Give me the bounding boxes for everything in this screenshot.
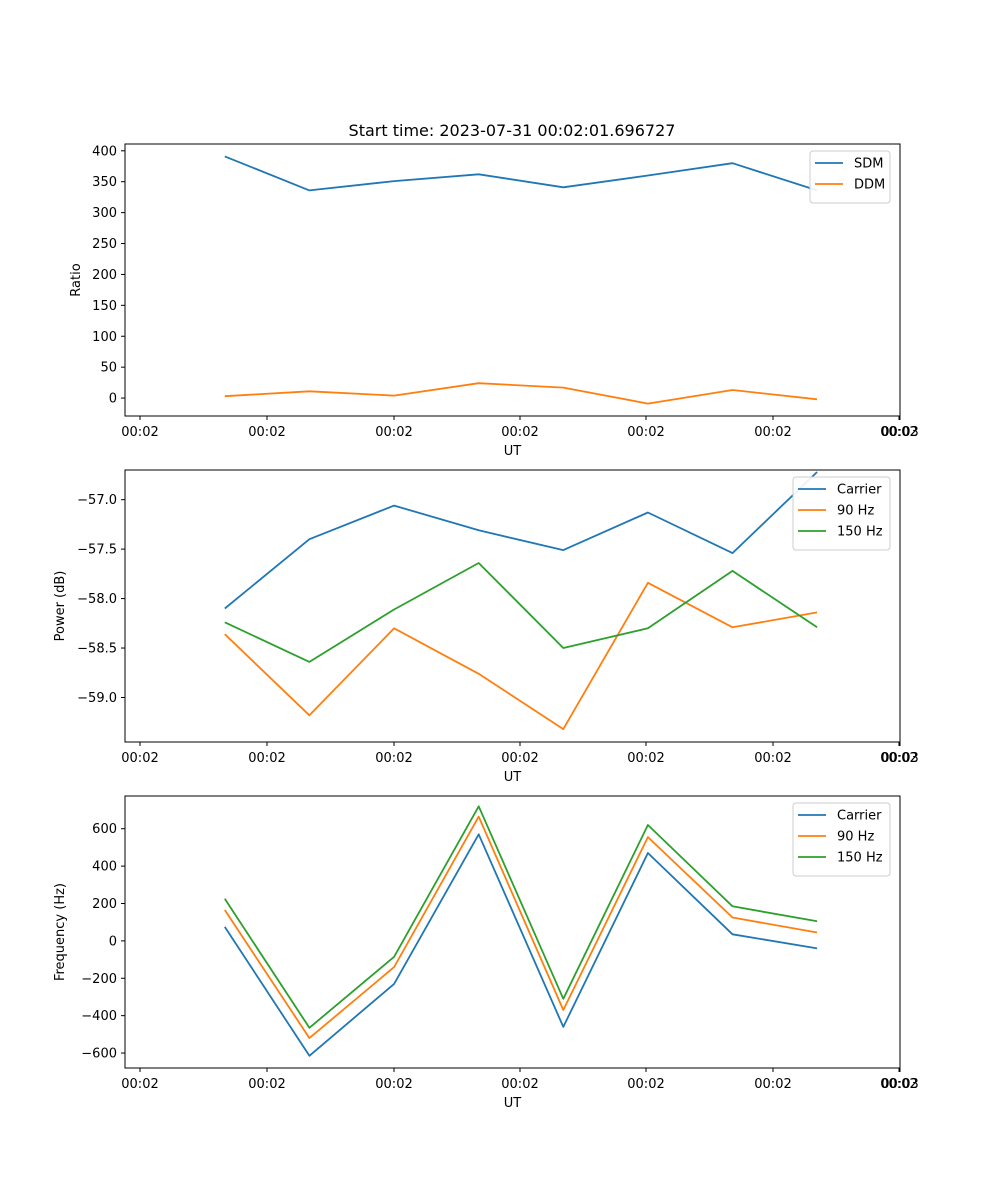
x-tick-label: 00:02: [248, 1077, 285, 1092]
legend-label: Carrier: [837, 809, 882, 824]
x-tick-label: 00:02: [501, 1077, 538, 1092]
x-tick-label: 00:02: [375, 751, 412, 766]
legend-label: 90 Hz: [837, 504, 874, 519]
y-tick-label: −58.0: [77, 592, 117, 607]
legend-label: 90 Hz: [837, 830, 874, 845]
chart-panel-2: −59.0 −58.5 −58.0 −57.5 −57.0 00:02 00:02 00:02…: [53, 469, 919, 785]
axes-frame: [124, 795, 901, 1069]
y-tick-label: 250: [92, 237, 117, 252]
x-tick-label: 00:02: [375, 1077, 412, 1092]
axes-frame: [124, 143, 901, 417]
y-tick-label: −200: [81, 972, 117, 987]
x-tick-label: 00:02: [880, 751, 917, 766]
x-axis-label: UT: [504, 444, 522, 459]
x-axis-label: UT: [504, 1096, 522, 1111]
legend-label: SDM: [854, 157, 883, 172]
y-tick-label: 0: [109, 392, 117, 407]
x-tick-label: 00:02: [501, 751, 538, 766]
series-line-ddm: [224, 382, 818, 405]
legend-label: DDM: [854, 178, 885, 193]
y-tick-label: 50: [100, 361, 117, 376]
y-tick-label: −58.5: [77, 642, 117, 657]
y-tick-label: 350: [92, 175, 117, 190]
legend-label: Carrier: [837, 483, 882, 498]
series-line-150-hz: [224, 805, 818, 1029]
x-tick-label: 00:02: [121, 1077, 158, 1092]
x-tick-label: 00:02: [501, 425, 538, 440]
y-tick-label: −57.5: [77, 543, 117, 558]
series-line-carrier: [224, 471, 818, 610]
y-tick-label: 300: [92, 206, 117, 221]
y-tick-label: 200: [92, 268, 117, 283]
y-axis-label: Ratio: [69, 263, 84, 296]
y-tick-label: 150: [92, 299, 117, 314]
series-line-90-hz: [224, 815, 818, 1039]
x-tick-label: 00:02: [754, 751, 791, 766]
y-axis-label: Frequency (Hz): [53, 883, 68, 981]
y-tick-label: −57.0: [77, 493, 117, 508]
series-line-carrier: [224, 833, 818, 1057]
series-line-150-hz: [224, 562, 818, 663]
legend: Carrier 90 Hz 150 Hz: [792, 802, 891, 877]
x-tick-label: 00:02: [627, 425, 664, 440]
x-tick-label: 00:02: [121, 425, 158, 440]
y-tick-label: 100: [92, 330, 117, 345]
axes-frame: [124, 469, 901, 743]
x-tick-label: 00:02: [248, 425, 285, 440]
legend: Carrier 90 Hz 150 Hz: [792, 476, 891, 551]
x-tick-label: 00:02: [880, 1077, 917, 1092]
series-line-90-hz: [224, 581, 818, 730]
x-tick-label: 00:02: [627, 1077, 664, 1092]
x-tick-label: 00:02: [121, 751, 158, 766]
x-tick-label: 00:02: [754, 1077, 791, 1092]
legend-label: 150 Hz: [837, 525, 883, 540]
y-tick-label: 200: [92, 897, 117, 912]
y-tick-label: 0: [109, 934, 117, 949]
x-tick-label: 00:03: [881, 1077, 918, 1092]
y-tick-label: −600: [81, 1047, 117, 1062]
y-axis-label: Power (dB): [53, 571, 68, 642]
x-tick-label: 00:02: [627, 751, 664, 766]
x-tick-label: 00:03: [881, 751, 918, 766]
legend-box: [809, 150, 891, 204]
x-tick-label: 00:02: [375, 425, 412, 440]
y-tick-label: 600: [92, 822, 117, 837]
y-tick-label: −400: [81, 1009, 117, 1024]
x-tick-label: 00:03: [881, 425, 918, 440]
legend: SDM DDM: [809, 150, 891, 204]
legend-label: 150 Hz: [837, 851, 883, 866]
y-tick-label: 400: [92, 144, 117, 159]
x-tick-label: 00:02: [754, 425, 791, 440]
y-tick-label: 400: [92, 860, 117, 875]
x-tick-label: 00:02: [248, 751, 285, 766]
series-line-sdm: [224, 155, 818, 192]
x-axis-label: UT: [504, 770, 522, 785]
x-tick-label: 00:02: [880, 425, 917, 440]
y-tick-label: −59.0: [77, 691, 117, 706]
figure-title: Start time: 2023-07-31 00:02:01.696727: [349, 121, 676, 140]
